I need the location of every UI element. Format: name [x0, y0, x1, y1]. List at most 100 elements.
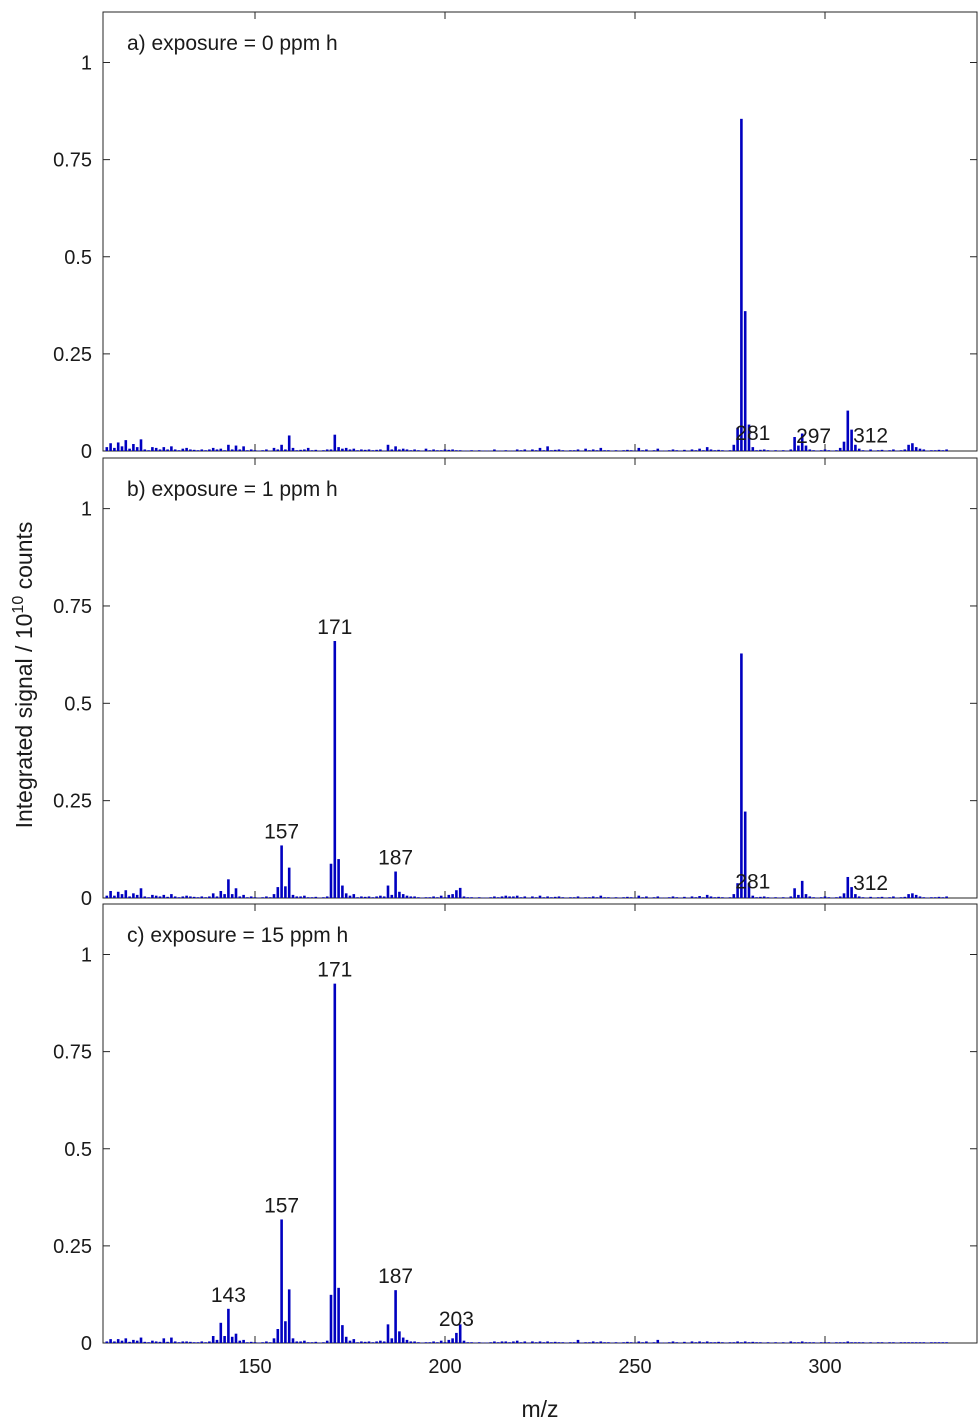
bar: [816, 450, 819, 452]
y-tick-label: 1: [81, 53, 92, 75]
bar: [227, 444, 230, 451]
bar: [493, 896, 496, 898]
bar: [652, 897, 656, 898]
bar: [310, 1342, 314, 1343]
bar: [595, 1342, 599, 1343]
bar: [899, 1342, 903, 1343]
bar: [884, 450, 888, 452]
bar: [306, 897, 310, 898]
bar: [436, 897, 439, 898]
bar: [242, 446, 245, 451]
bar: [831, 1342, 834, 1344]
bar: [732, 444, 736, 451]
bar: [933, 450, 937, 451]
bar: [367, 1341, 371, 1343]
bar: [538, 1341, 542, 1343]
bar: [344, 893, 348, 898]
bar: [382, 450, 386, 452]
bar: [797, 1342, 800, 1343]
bar: [800, 433, 804, 451]
bar: [918, 896, 922, 898]
bar: [683, 449, 686, 451]
bar: [755, 1342, 758, 1343]
bar: [736, 883, 739, 898]
bar: [280, 444, 283, 451]
bar: [721, 1342, 724, 1343]
bar: [443, 897, 447, 898]
bar: [162, 447, 166, 451]
bar: [162, 1338, 166, 1343]
bar: [170, 894, 173, 898]
bar: [831, 897, 834, 899]
bar: [200, 1341, 204, 1343]
bar: [276, 1329, 280, 1343]
bar: [835, 1342, 838, 1343]
bar: [534, 1342, 538, 1343]
bar: [660, 450, 663, 452]
bar: [557, 449, 561, 451]
bar: [500, 450, 504, 452]
bar: [325, 896, 329, 898]
bar: [838, 447, 842, 451]
bar: [694, 1342, 698, 1343]
bar-series: [105, 641, 948, 899]
bar: [508, 896, 511, 898]
bar: [857, 896, 861, 898]
bar-series: [105, 983, 948, 1344]
bar: [143, 449, 147, 451]
bar: [352, 448, 356, 451]
y-tick-label: 0.75: [53, 596, 92, 618]
bar: [865, 897, 869, 899]
bar: [789, 896, 793, 898]
bar: [789, 1341, 793, 1343]
bar: [565, 897, 568, 899]
bar: [177, 450, 181, 451]
bar: [800, 1341, 804, 1343]
bar: [158, 896, 162, 898]
bar: [227, 879, 230, 898]
bar: [132, 1339, 135, 1343]
bar: [512, 1341, 515, 1343]
y-tick-label: 1: [81, 945, 92, 967]
bar: [284, 1321, 287, 1343]
bar: [945, 896, 948, 898]
bar: [432, 896, 435, 898]
bar: [781, 897, 785, 898]
bar: [154, 895, 158, 898]
bar: [523, 896, 527, 898]
bar: [933, 897, 937, 898]
bar: [211, 893, 215, 898]
bar: [481, 1342, 485, 1344]
bar: [831, 450, 834, 452]
bar: [869, 1342, 872, 1343]
bar: [854, 444, 857, 451]
bar: [299, 896, 302, 898]
bar: [242, 894, 245, 898]
bar: [671, 1341, 675, 1343]
bar: [550, 1342, 553, 1343]
bar: [614, 897, 618, 898]
bar: [930, 897, 933, 898]
bar: [196, 450, 200, 451]
bar: [911, 1342, 914, 1343]
bar: [629, 450, 633, 451]
bar: [626, 896, 629, 898]
bar: [192, 449, 196, 451]
bar: [546, 446, 549, 451]
bar: [664, 897, 667, 899]
bar: [542, 450, 546, 451]
bar: [420, 897, 424, 899]
bar: [493, 449, 496, 451]
bar: [341, 448, 344, 451]
peak-label: 312: [853, 872, 888, 895]
y-tick-label: 0: [81, 441, 92, 463]
bar: [622, 897, 625, 898]
peak-label: 297: [796, 425, 831, 448]
peak-label: 312: [853, 424, 888, 447]
bar: [268, 1342, 272, 1343]
bar: [367, 449, 371, 451]
bar: [249, 896, 253, 898]
bar: [352, 1339, 356, 1343]
bar: [451, 1338, 454, 1343]
y-tick-label: 0: [81, 1333, 92, 1355]
